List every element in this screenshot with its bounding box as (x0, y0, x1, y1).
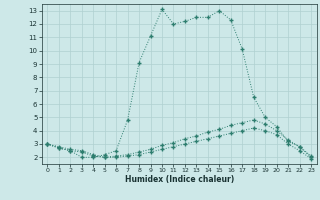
X-axis label: Humidex (Indice chaleur): Humidex (Indice chaleur) (124, 175, 234, 184)
